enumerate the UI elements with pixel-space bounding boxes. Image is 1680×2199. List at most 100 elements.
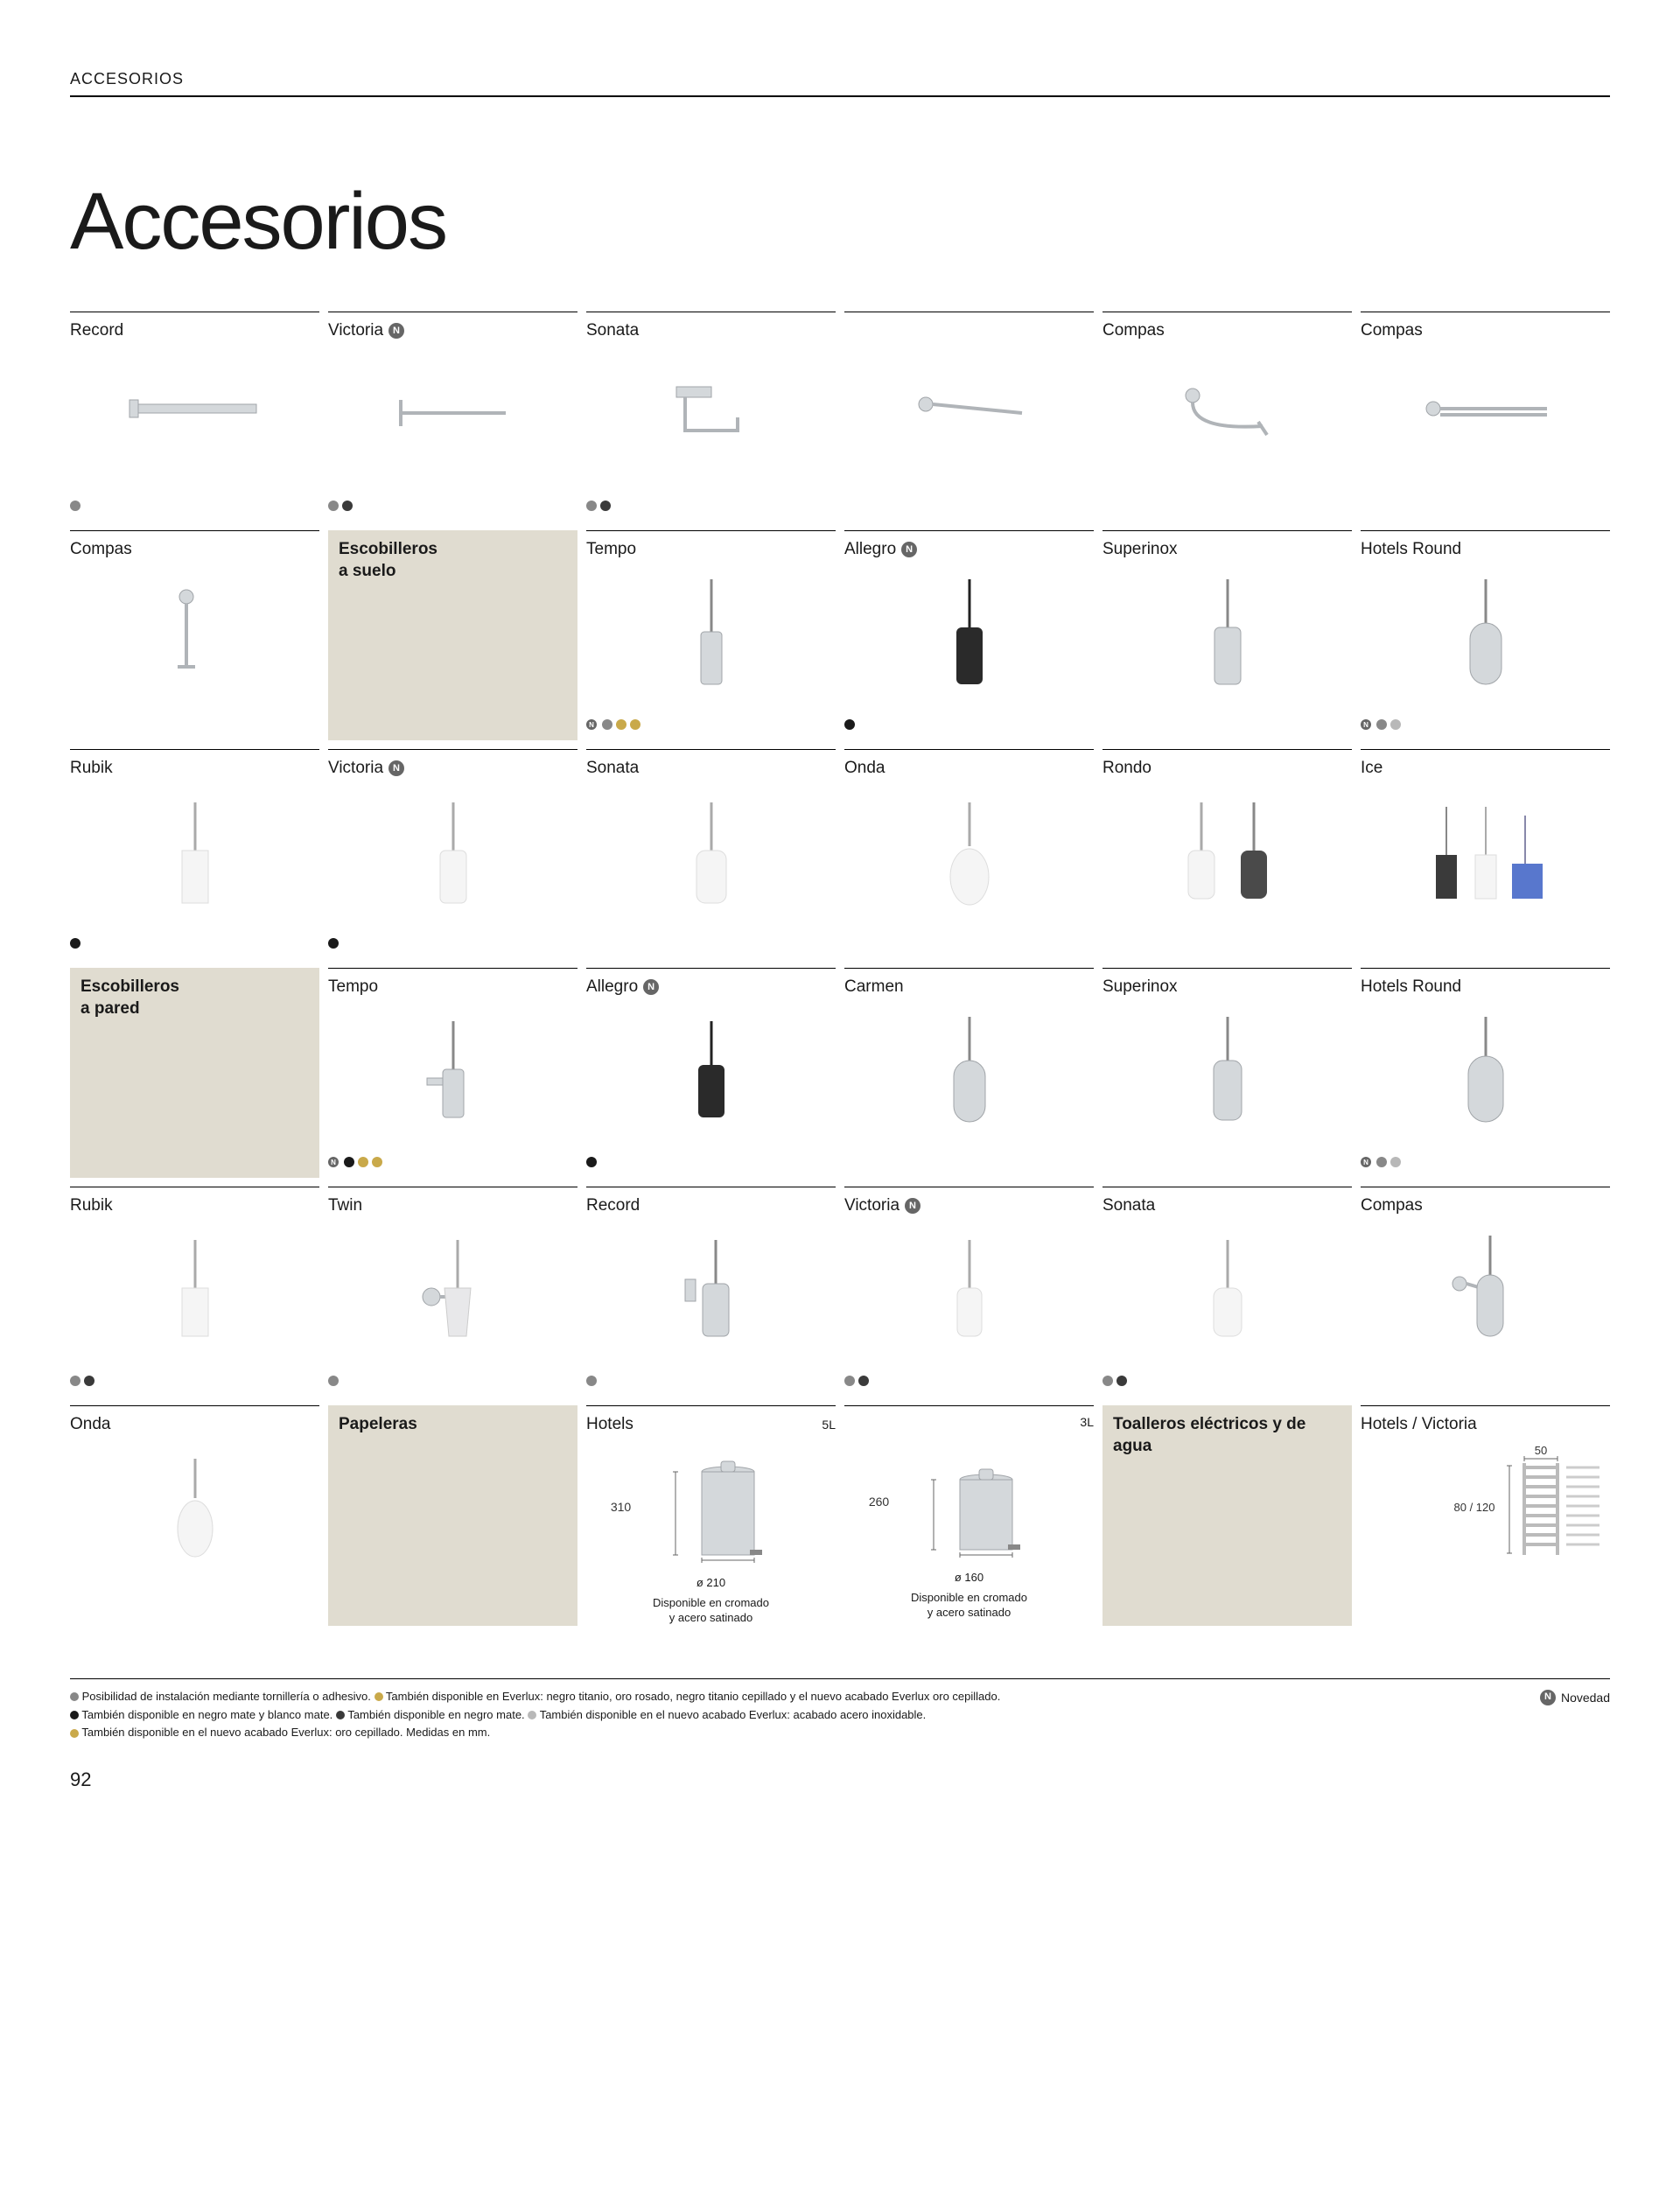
product-cell: Compas	[70, 530, 319, 740]
product-cell: Onda	[70, 1405, 319, 1626]
color-swatch	[344, 1157, 354, 1167]
footnote-swatch-icon	[374, 1692, 383, 1701]
product-name: Allegro	[844, 540, 896, 559]
product-image	[70, 1441, 319, 1572]
category-cell: Papeleras	[328, 1405, 578, 1626]
color-swatch	[586, 1157, 597, 1167]
swatch-row	[586, 497, 611, 515]
product-cell: Ice	[1361, 749, 1610, 959]
product-image	[328, 1222, 578, 1354]
product-cell	[844, 312, 1094, 522]
swatch-row: N	[328, 1153, 382, 1171]
footnote-swatch-icon	[70, 1692, 79, 1701]
product-name: Hotels	[586, 1415, 634, 1434]
product-image	[1102, 1004, 1352, 1135]
product-name: Victoria	[844, 1196, 900, 1215]
product-image	[1361, 566, 1610, 697]
product-name: Tempo	[328, 977, 378, 997]
color-swatch	[328, 1376, 339, 1386]
novedad-badge-icon: N	[905, 1198, 920, 1214]
color-swatch	[342, 501, 353, 511]
product-cell: VictoriaN	[328, 312, 578, 522]
color-swatch	[84, 1376, 94, 1386]
product-name: Tempo	[586, 540, 636, 559]
swatch-row	[844, 716, 855, 733]
category-title: Escobilleros a pared	[80, 977, 309, 1019]
color-swatch	[70, 501, 80, 511]
product-name: Twin	[328, 1196, 362, 1215]
color-swatch	[70, 938, 80, 949]
product-image	[1102, 785, 1352, 916]
color-swatch	[630, 719, 640, 730]
color-swatch	[844, 719, 855, 730]
footnote-swatch-icon	[528, 1711, 536, 1719]
footnote-line: También disponible en el nuevo acabado E…	[70, 1724, 1540, 1742]
swatch-row	[328, 497, 353, 515]
product-cell: Superinox	[1102, 530, 1352, 740]
footnote-text: También disponible en negro mate.	[347, 1708, 524, 1721]
category-title: Papeleras	[339, 1414, 567, 1436]
product-image	[1361, 1004, 1610, 1135]
color-swatch	[328, 501, 339, 511]
color-swatch	[1390, 719, 1401, 730]
footnote-text: También disponible en negro mate y blanc…	[81, 1708, 332, 1721]
bin-volume: 3L	[1080, 1415, 1094, 1429]
radiator-cell: Hotels / Victoria 50 80 / 120	[1361, 1405, 1610, 1626]
product-cell: Rubik	[70, 1187, 319, 1397]
color-swatch	[1376, 719, 1387, 730]
bin-diameter: ø 160	[844, 1571, 1094, 1584]
product-image	[844, 785, 1094, 916]
product-image	[1361, 1222, 1610, 1354]
product-name: Compas	[1361, 1196, 1423, 1215]
product-image	[844, 1004, 1094, 1135]
novedad-badge-icon: N	[643, 979, 659, 995]
bin-cell: 3L 260 ø 160 Disponible en cromadoy acer…	[844, 1405, 1094, 1626]
category-title: Toalleros eléctricos y deagua	[1113, 1414, 1341, 1457]
product-image	[1102, 1222, 1352, 1354]
color-swatch	[602, 719, 612, 730]
color-swatch	[586, 1376, 597, 1386]
product-cell: Sonata	[586, 749, 836, 959]
product-image	[586, 1004, 836, 1135]
bin-volume: 5L	[822, 1418, 836, 1432]
novedad-badge-icon: N	[1540, 1690, 1556, 1705]
product-cell: Sonata	[1102, 1187, 1352, 1397]
bin-height: 260	[869, 1495, 889, 1509]
product-name: Hotels / Victoria	[1361, 1415, 1477, 1434]
product-name: Superinox	[1102, 977, 1178, 997]
swatch-row	[70, 935, 80, 952]
product-name: Rubik	[70, 1196, 113, 1215]
product-name: Allegro	[586, 977, 638, 997]
product-cell: Twin	[328, 1187, 578, 1397]
product-name: Ice	[1361, 759, 1382, 778]
product-image	[844, 347, 1094, 479]
product-image	[586, 347, 836, 479]
color-swatch	[1116, 1376, 1127, 1386]
product-image	[586, 566, 836, 697]
product-image	[586, 785, 836, 916]
product-image	[844, 566, 1094, 697]
product-image	[1361, 785, 1610, 916]
product-name: Onda	[70, 1415, 110, 1434]
product-image	[1102, 347, 1352, 479]
product-cell: Hotels RoundN	[1361, 530, 1610, 740]
swatch-row: N	[586, 716, 640, 733]
product-name: Carmen	[844, 977, 904, 997]
bin-height: 310	[611, 1500, 631, 1514]
bin-diameter: ø 210	[586, 1576, 836, 1589]
product-name: Compas	[1361, 321, 1423, 340]
product-name: Onda	[844, 759, 885, 778]
product-image	[1102, 566, 1352, 697]
footnote-swatch-icon	[70, 1729, 79, 1738]
novedad-label: Novedad	[1561, 1688, 1610, 1707]
product-cell: Compas	[1361, 312, 1610, 522]
category-cell: Toalleros eléctricos y deagua	[1102, 1405, 1352, 1626]
product-name: Sonata	[586, 759, 639, 778]
color-swatch	[70, 1376, 80, 1386]
swatch-row	[70, 1372, 94, 1390]
svg-text:50: 50	[1535, 1444, 1547, 1457]
product-image	[70, 566, 319, 697]
product-grid: RecordVictoriaNSonata CompasCompasCompas…	[70, 312, 1610, 1626]
product-image	[70, 785, 319, 916]
product-image	[70, 1222, 319, 1354]
